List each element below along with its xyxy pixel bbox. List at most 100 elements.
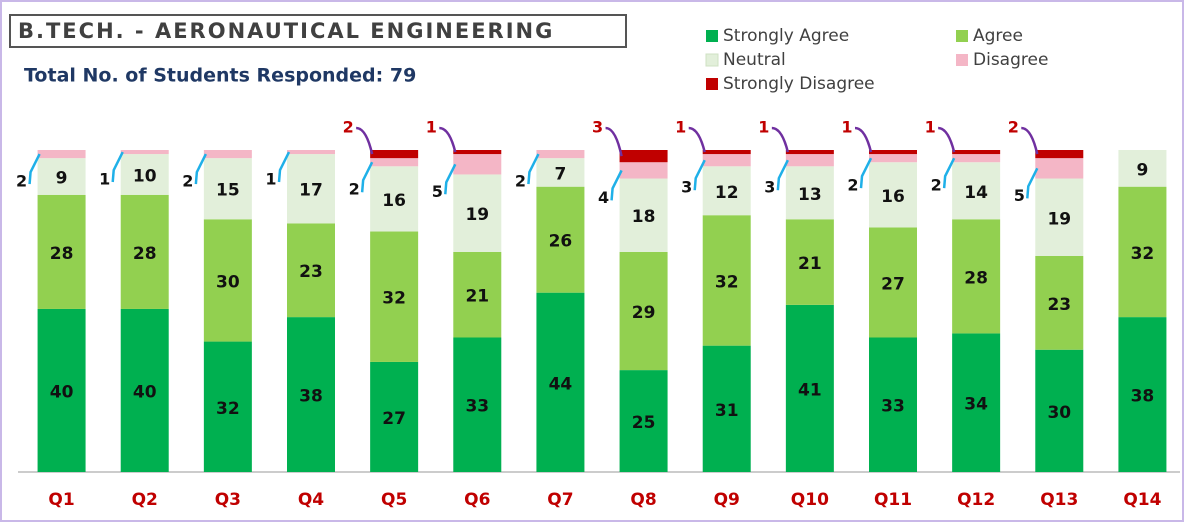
callout-line [854, 126, 873, 153]
callout-line [439, 126, 457, 153]
x-tick-label: Q14 [1123, 490, 1161, 510]
data-label: 31 [715, 401, 739, 421]
legend-label: Strongly Disagree [723, 74, 875, 94]
data-label: 4 [598, 188, 609, 207]
bar-segment [619, 370, 668, 472]
bar-segment [869, 337, 917, 472]
callout-line [194, 153, 207, 185]
bar-segment [869, 150, 917, 155]
bar-segment [952, 219, 1001, 334]
bar-segment [370, 158, 419, 167]
bar-segment [536, 292, 585, 472]
x-tick-label: Q1 [48, 490, 74, 510]
bar-segment [453, 150, 502, 155]
data-label: 9 [56, 168, 68, 188]
bar-segment [1035, 349, 1084, 472]
data-label: 28 [50, 244, 74, 264]
bar-segment [1035, 158, 1084, 179]
callout-line [360, 161, 374, 193]
bar-segment [120, 308, 169, 472]
bar-segment [370, 361, 419, 472]
bar-segment [1118, 186, 1167, 318]
data-label: 2 [349, 180, 360, 199]
data-label: 33 [881, 397, 905, 417]
data-label: 34 [964, 395, 988, 415]
callout-line [444, 163, 457, 195]
data-label: 18 [632, 207, 656, 227]
x-tick-label: Q12 [957, 490, 995, 510]
data-label: 21 [798, 254, 822, 274]
bar-segment [370, 166, 419, 232]
data-label: 15 [216, 181, 240, 201]
bar-segment [952, 154, 1001, 163]
x-tick-label: Q3 [215, 490, 241, 510]
bar-segment [37, 158, 86, 195]
data-label: 2 [1008, 118, 1019, 137]
legend-swatch [706, 30, 718, 42]
data-label: 2 [343, 118, 354, 137]
data-label: 32 [382, 289, 406, 309]
data-label: 27 [881, 274, 905, 294]
bar-segment [37, 194, 86, 309]
bar-segment [619, 162, 668, 179]
data-label: 12 [715, 183, 739, 203]
bar-segment [37, 150, 86, 159]
data-label: 1 [99, 170, 110, 189]
bar-segment [287, 154, 335, 224]
bar-segment [370, 150, 419, 159]
bar-segment [785, 304, 834, 472]
bar-segment [203, 341, 252, 472]
data-label: 30 [1047, 403, 1071, 423]
bar-segment [1118, 317, 1167, 472]
bar-segment [702, 215, 751, 346]
callout-line [859, 157, 873, 189]
bar-segment [952, 162, 1001, 220]
callout-line [776, 159, 789, 191]
bar-segment [785, 219, 834, 305]
bar-segment [453, 251, 502, 338]
data-label: 2 [931, 176, 942, 195]
data-label: 1 [841, 118, 852, 137]
x-tick-label: Q11 [874, 490, 912, 510]
data-label: 16 [382, 191, 406, 211]
callout-line [937, 126, 956, 153]
data-label: 38 [1131, 387, 1155, 407]
callout-line [277, 151, 291, 183]
bar-segment [453, 154, 502, 175]
callout-line [605, 126, 623, 157]
bar-segment [869, 154, 917, 163]
data-label: 10 [133, 166, 157, 186]
callout-line [1026, 167, 1039, 199]
bar-segment [702, 345, 751, 472]
data-label: 32 [1131, 244, 1155, 264]
x-tick-label: Q2 [132, 490, 158, 510]
callout-line [1021, 126, 1039, 155]
legend-swatch [956, 54, 968, 66]
bar-segment [37, 308, 86, 472]
data-label: 21 [465, 287, 489, 307]
data-label: 1 [758, 118, 769, 137]
bar-segment [952, 333, 1001, 472]
bar-segment [370, 231, 419, 362]
data-label: 32 [715, 272, 739, 292]
bar-segment [619, 150, 668, 163]
callout-line [111, 151, 124, 183]
bar-segment [203, 158, 252, 220]
data-label: 16 [881, 187, 905, 207]
data-label: 3 [681, 178, 692, 197]
legend-label: Agree [973, 26, 1023, 46]
bar-segment [120, 194, 169, 309]
data-label: 1 [925, 118, 936, 137]
bar-segment [536, 158, 585, 187]
bar-segment [869, 162, 917, 228]
data-label: 5 [432, 182, 443, 201]
callout-line [688, 126, 706, 153]
data-label: 14 [964, 183, 988, 203]
data-label: 32 [216, 399, 240, 419]
title-box [9, 14, 627, 48]
bar-segment [453, 174, 502, 252]
data-label: 33 [465, 397, 489, 417]
data-label: 40 [50, 382, 74, 402]
bar-segment [203, 219, 252, 342]
